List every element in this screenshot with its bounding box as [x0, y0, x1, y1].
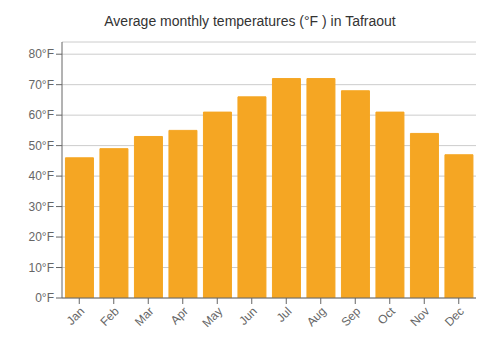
svg-text:70°F: 70°F [29, 78, 54, 92]
svg-text:Jun: Jun [236, 304, 260, 328]
svg-text:May: May [199, 304, 225, 330]
svg-text:10°F: 10°F [29, 261, 54, 275]
svg-text:Nov: Nov [407, 304, 432, 329]
html-text:Average monthly temperatures (: Average monthly temperatures (°F ) in Ta… [104, 13, 396, 29]
svg-text:Apr: Apr [168, 304, 191, 327]
svg-text:30°F: 30°F [29, 200, 54, 214]
svg-text:80°F: 80°F [29, 47, 54, 61]
svg-text:Jul: Jul [274, 304, 295, 325]
svg-text:0°F: 0°F [35, 291, 54, 305]
svg-text:Jan: Jan [64, 304, 88, 328]
svg-text:Aug: Aug [304, 304, 329, 329]
svg-text:Mar: Mar [132, 304, 157, 329]
svg-text:Dec: Dec [442, 304, 467, 329]
svg-text:60°F: 60°F [29, 108, 54, 122]
svg-text:40°F: 40°F [29, 169, 54, 183]
svg-text:Sep: Sep [338, 304, 363, 329]
svg-text:20°F: 20°F [29, 230, 54, 244]
svg-text:50°F: 50°F [29, 139, 54, 153]
svg-text:Oct: Oct [375, 304, 399, 328]
svg-text:Feb: Feb [97, 304, 122, 329]
